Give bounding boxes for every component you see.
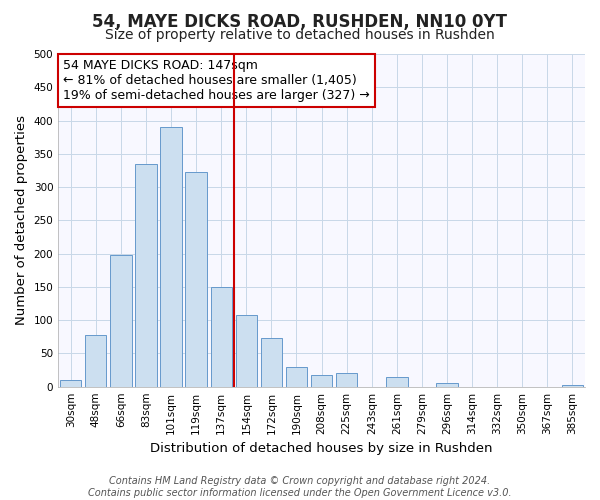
Bar — [136, 164, 157, 386]
Bar — [211, 287, 232, 386]
Bar — [286, 366, 307, 386]
X-axis label: Distribution of detached houses by size in Rushden: Distribution of detached houses by size … — [151, 442, 493, 455]
Bar — [386, 376, 407, 386]
Bar — [110, 255, 131, 386]
Y-axis label: Number of detached properties: Number of detached properties — [15, 116, 28, 326]
Bar — [261, 338, 282, 386]
Text: Contains HM Land Registry data © Crown copyright and database right 2024.
Contai: Contains HM Land Registry data © Crown c… — [88, 476, 512, 498]
Bar — [85, 335, 106, 386]
Bar — [60, 380, 82, 386]
Bar — [336, 372, 358, 386]
Text: Size of property relative to detached houses in Rushden: Size of property relative to detached ho… — [105, 28, 495, 42]
Bar — [160, 127, 182, 386]
Bar — [311, 374, 332, 386]
Text: 54 MAYE DICKS ROAD: 147sqm
← 81% of detached houses are smaller (1,405)
19% of s: 54 MAYE DICKS ROAD: 147sqm ← 81% of deta… — [64, 59, 370, 102]
Bar — [236, 315, 257, 386]
Bar — [185, 172, 207, 386]
Text: 54, MAYE DICKS ROAD, RUSHDEN, NN10 0YT: 54, MAYE DICKS ROAD, RUSHDEN, NN10 0YT — [92, 12, 508, 30]
Bar — [436, 382, 458, 386]
